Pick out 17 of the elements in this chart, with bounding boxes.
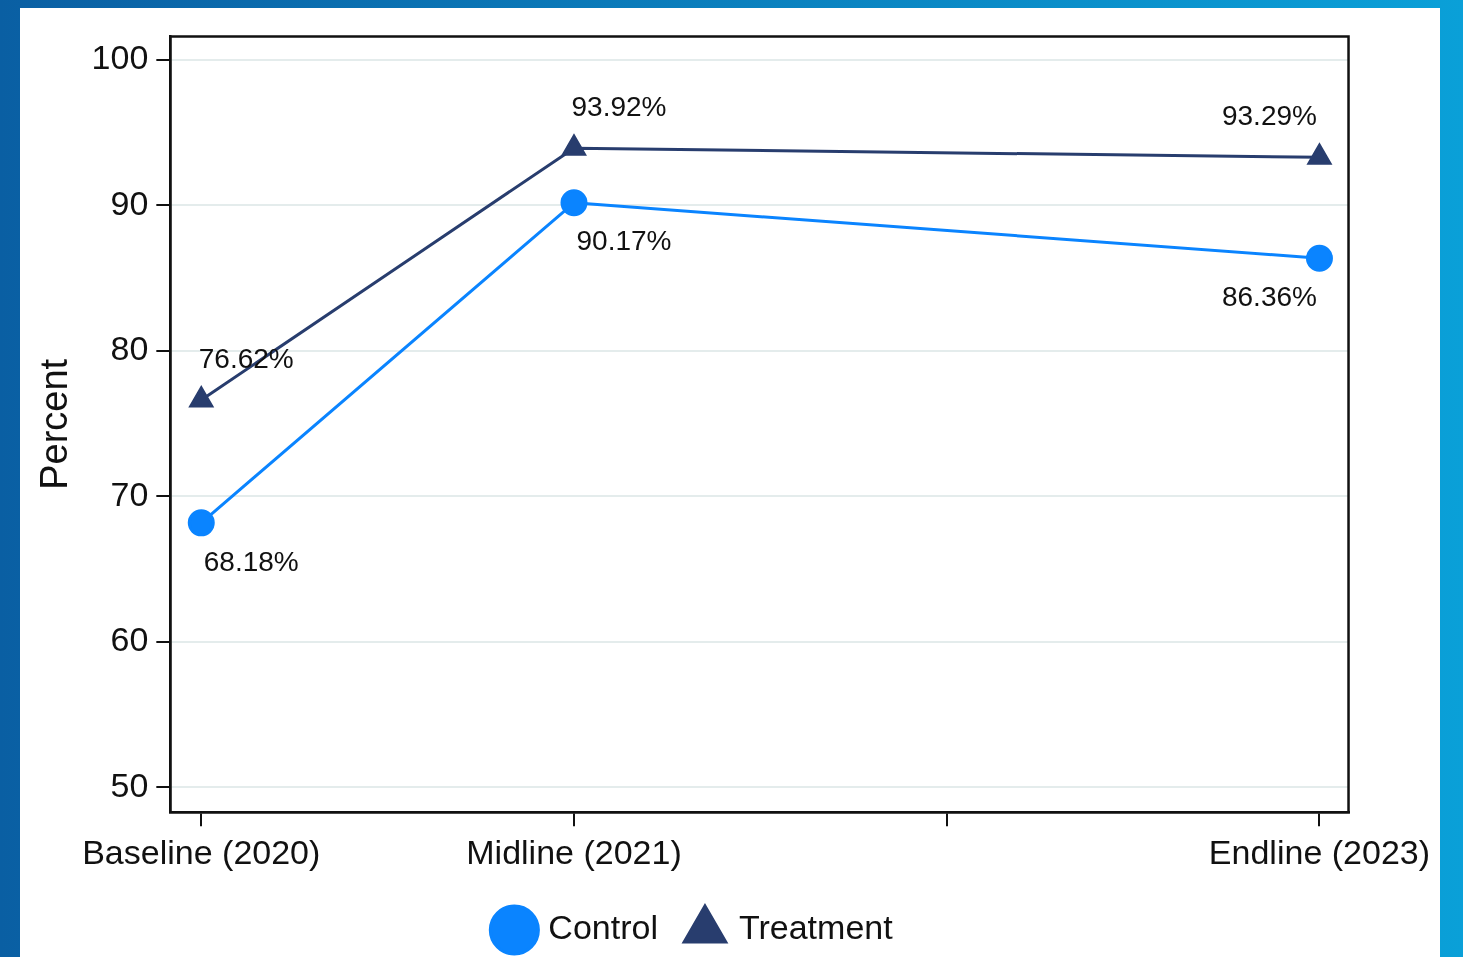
legend-label: Treatment bbox=[738, 908, 894, 947]
y-tick-label: 60 bbox=[110, 620, 149, 659]
data-label: 68.18% bbox=[203, 545, 299, 577]
data-label: 93.92% bbox=[571, 90, 667, 122]
y-tick-label: 50 bbox=[110, 765, 149, 804]
x-tick-label: Baseline (2020) bbox=[82, 832, 321, 871]
legend-label: Control bbox=[548, 908, 658, 947]
y-tick-label: 80 bbox=[110, 329, 149, 368]
x-tick-label: Midline (2021) bbox=[466, 832, 682, 871]
x-tick-label: Endline (2023) bbox=[1208, 832, 1431, 871]
data-label: 86.36% bbox=[1221, 280, 1317, 312]
y-tick-label: 100 bbox=[91, 38, 149, 77]
y-tick-label: 90 bbox=[110, 183, 149, 222]
data-label: 93.29% bbox=[1221, 100, 1317, 132]
y-tick-label: 70 bbox=[110, 474, 149, 513]
data-label: 90.17% bbox=[576, 225, 672, 257]
y-axis-title: Percent bbox=[33, 358, 76, 490]
